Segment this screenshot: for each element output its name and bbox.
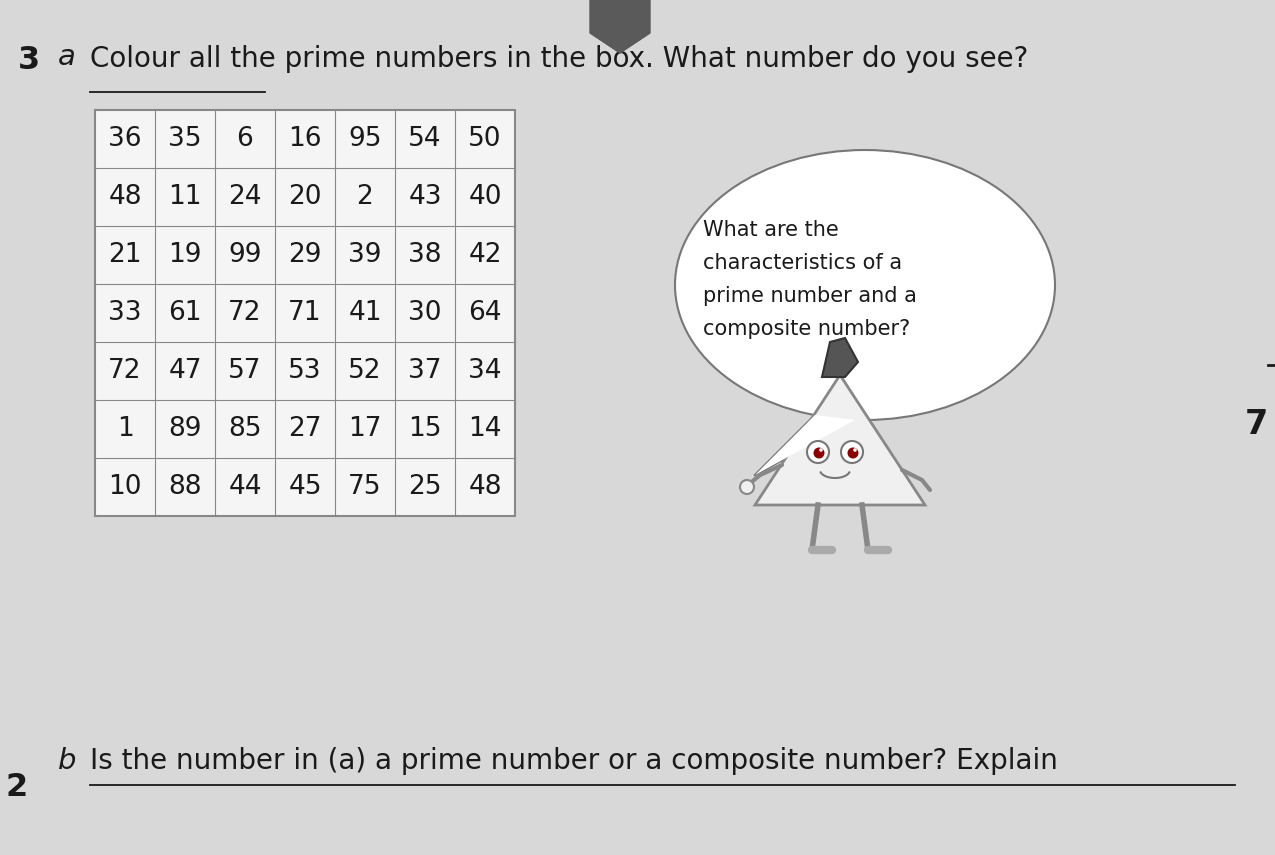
Text: 10: 10: [108, 474, 142, 500]
Text: 48: 48: [108, 184, 142, 210]
Text: 14: 14: [468, 416, 502, 442]
Text: 61: 61: [168, 300, 201, 326]
Text: 43: 43: [408, 184, 441, 210]
Text: 45: 45: [288, 474, 321, 500]
Circle shape: [740, 480, 754, 494]
Text: 34: 34: [468, 358, 502, 384]
Circle shape: [813, 447, 825, 458]
Circle shape: [820, 448, 822, 451]
Text: What are the: What are the: [703, 220, 839, 240]
Text: 6: 6: [237, 126, 254, 152]
Text: 95: 95: [348, 126, 381, 152]
FancyBboxPatch shape: [96, 110, 515, 516]
Polygon shape: [755, 375, 924, 505]
Text: 41: 41: [348, 300, 381, 326]
Text: 50: 50: [468, 126, 502, 152]
Text: 2: 2: [5, 771, 27, 803]
Text: 20: 20: [288, 184, 321, 210]
Text: 1: 1: [116, 416, 134, 442]
Polygon shape: [822, 338, 858, 377]
Text: 21: 21: [108, 242, 142, 268]
Text: 15: 15: [408, 416, 441, 442]
Polygon shape: [755, 415, 856, 475]
Text: 57: 57: [228, 358, 261, 384]
Text: Colour all the prime numbers in the box. What number do you see?: Colour all the prime numbers in the box.…: [91, 45, 1029, 73]
Text: characteristics of a: characteristics of a: [703, 253, 903, 273]
Text: 40: 40: [468, 184, 502, 210]
Text: 64: 64: [468, 300, 502, 326]
Text: prime number and a: prime number and a: [703, 286, 917, 306]
Text: 47: 47: [168, 358, 201, 384]
Text: 54: 54: [408, 126, 441, 152]
Text: 30: 30: [408, 300, 441, 326]
Text: 17: 17: [348, 416, 381, 442]
Text: 85: 85: [228, 416, 261, 442]
Circle shape: [842, 441, 863, 463]
Text: 44: 44: [228, 474, 261, 500]
Circle shape: [853, 448, 857, 451]
Polygon shape: [755, 415, 856, 475]
Text: 2: 2: [357, 184, 374, 210]
Text: 7: 7: [1244, 409, 1269, 441]
Text: 53: 53: [288, 358, 321, 384]
Circle shape: [807, 441, 829, 463]
Text: b: b: [57, 747, 76, 775]
Text: 16: 16: [288, 126, 321, 152]
Text: 72: 72: [108, 358, 142, 384]
Text: 3: 3: [18, 45, 40, 76]
Text: 72: 72: [228, 300, 261, 326]
Text: 19: 19: [168, 242, 201, 268]
Text: 37: 37: [408, 358, 441, 384]
Text: composite number?: composite number?: [703, 319, 910, 339]
Text: 89: 89: [168, 416, 201, 442]
Text: 33: 33: [108, 300, 142, 326]
Text: 35: 35: [168, 126, 201, 152]
Text: 11: 11: [168, 184, 201, 210]
Text: 71: 71: [288, 300, 321, 326]
Text: 42: 42: [468, 242, 502, 268]
Text: Is the number in (a) a prime number or a composite number? Explain: Is the number in (a) a prime number or a…: [91, 747, 1058, 775]
Ellipse shape: [674, 150, 1054, 420]
Text: 38: 38: [408, 242, 441, 268]
Text: 29: 29: [288, 242, 321, 268]
Text: 75: 75: [348, 474, 381, 500]
Text: 48: 48: [468, 474, 502, 500]
Text: 52: 52: [348, 358, 381, 384]
Polygon shape: [590, 0, 650, 53]
Text: 99: 99: [228, 242, 261, 268]
Text: 27: 27: [288, 416, 321, 442]
Text: 39: 39: [348, 242, 381, 268]
Text: 88: 88: [168, 474, 201, 500]
Text: 24: 24: [228, 184, 261, 210]
Text: a: a: [57, 43, 76, 71]
Text: 36: 36: [108, 126, 142, 152]
Text: 25: 25: [408, 474, 441, 500]
Circle shape: [848, 447, 858, 458]
